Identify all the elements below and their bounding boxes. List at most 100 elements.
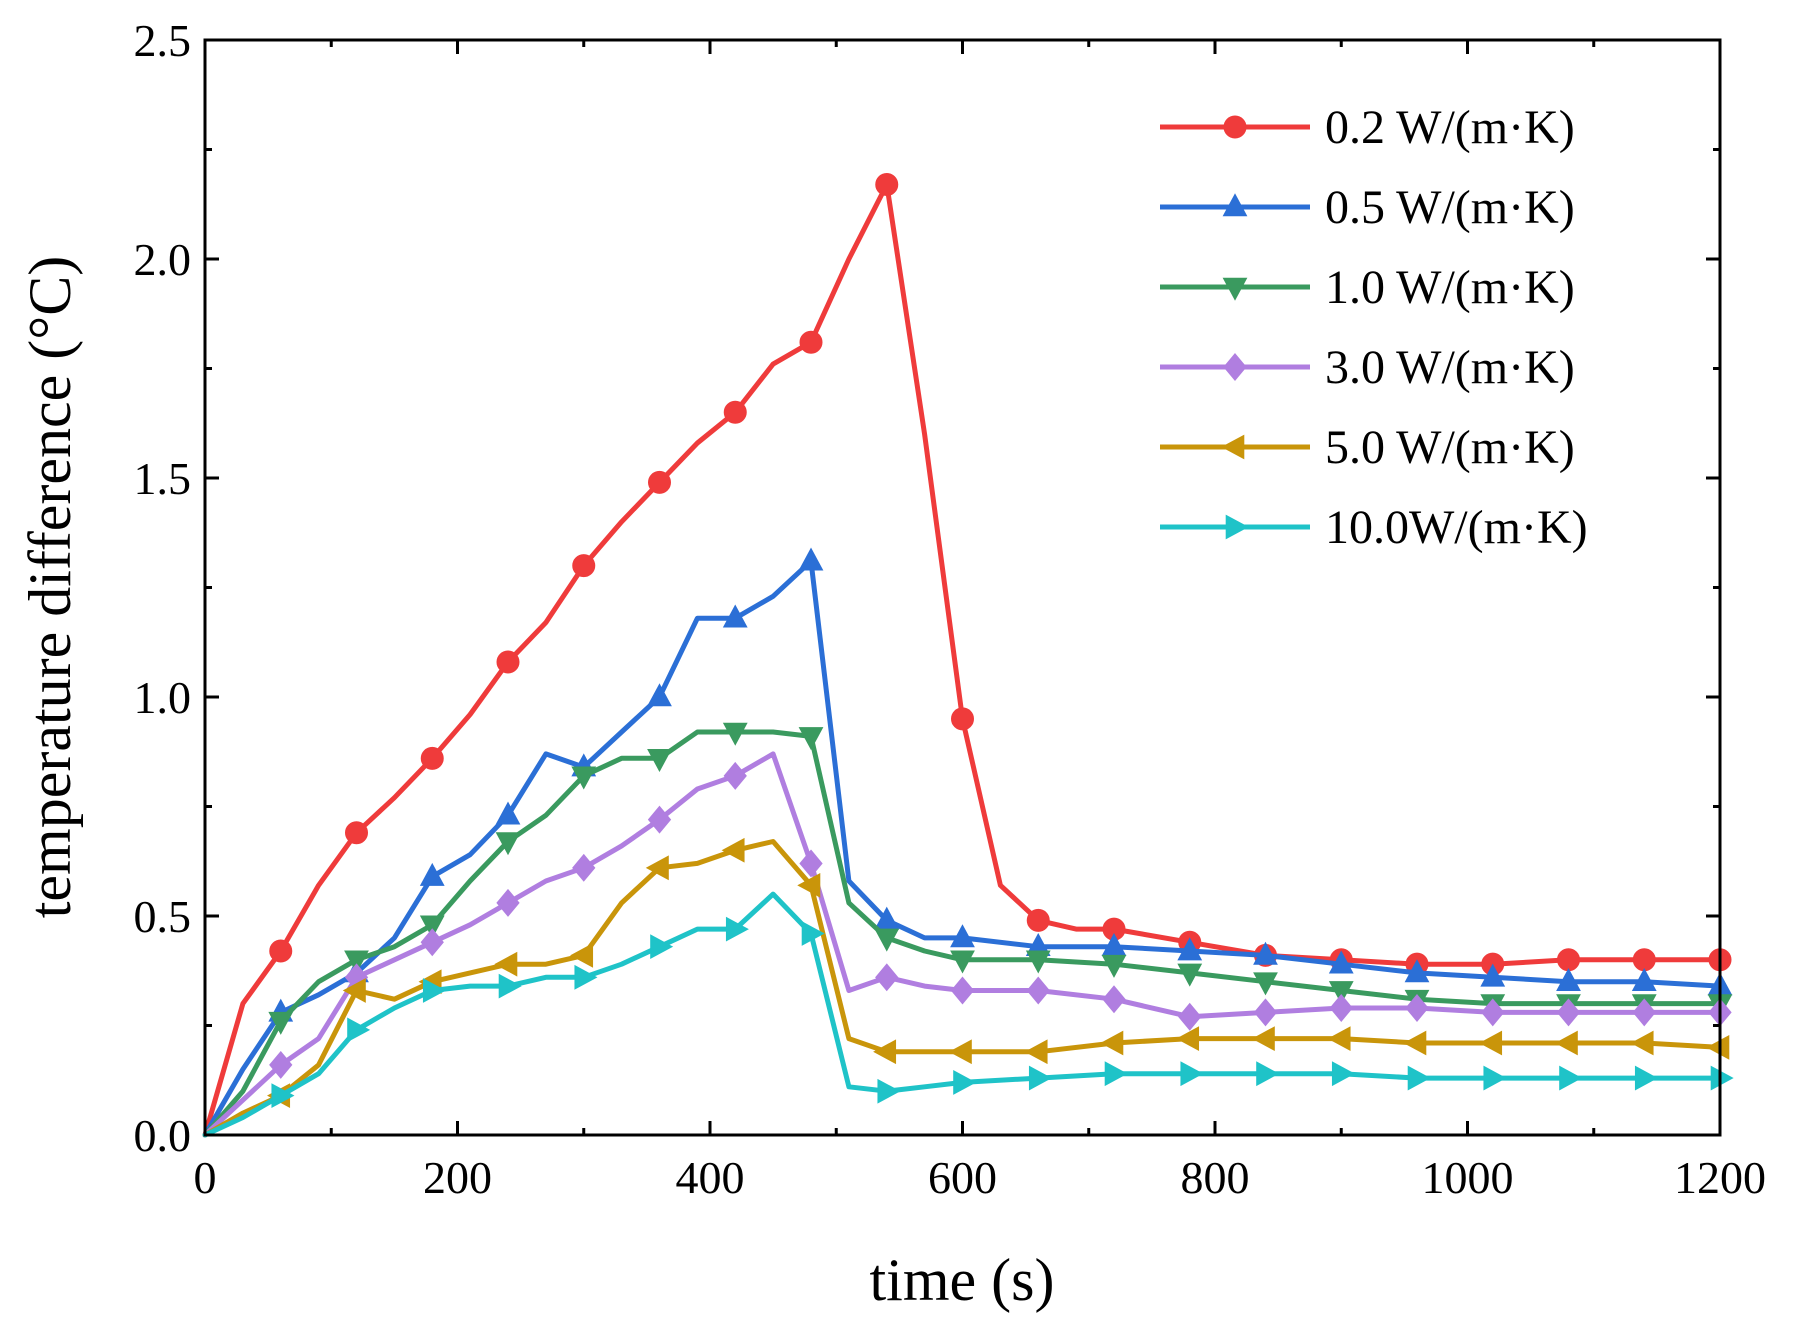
- y-tick-label: 2.0: [134, 234, 192, 285]
- data-point: [269, 1050, 293, 1079]
- data-point: [647, 683, 672, 707]
- data-point: [1331, 1061, 1355, 1087]
- data-point: [1483, 1065, 1507, 1091]
- y-tick-label: 0.0: [134, 1110, 192, 1161]
- data-point: [1024, 1039, 1048, 1065]
- data-point: [1559, 1065, 1583, 1091]
- data-point: [721, 837, 745, 863]
- data-point: [799, 849, 823, 878]
- data-point: [1481, 998, 1505, 1027]
- data-point: [574, 964, 598, 990]
- legend-swatch-marker: [1222, 193, 1248, 217]
- data-point: [647, 805, 672, 834]
- data-point: [344, 950, 369, 974]
- data-point: [420, 746, 444, 770]
- data-point: [645, 855, 669, 881]
- data-point: [572, 853, 596, 882]
- legend-swatch-marker: [1223, 353, 1247, 381]
- data-point: [723, 761, 747, 790]
- series-layer: [202, 173, 1734, 1138]
- data-point: [948, 1039, 972, 1065]
- data-point: [1710, 1065, 1734, 1091]
- legend-label: 1.0 W/(m·K): [1325, 261, 1575, 314]
- legend-label: 3.0 W/(m·K): [1325, 341, 1575, 394]
- data-point: [271, 1083, 295, 1108]
- data-point: [347, 1017, 371, 1043]
- data-point: [572, 554, 596, 578]
- data-point: [1556, 998, 1581, 1027]
- series-5: [202, 837, 1730, 1138]
- data-point: [1176, 1026, 1200, 1052]
- legend-swatch-marker: [1223, 115, 1247, 139]
- data-point: [496, 888, 520, 917]
- x-tick-label: 200: [423, 1152, 492, 1203]
- legend-item: 0.2 W/(m·K): [1160, 101, 1575, 154]
- legend-label: 0.5 W/(m·K): [1325, 181, 1575, 234]
- data-point: [801, 921, 825, 946]
- data-point: [1253, 972, 1278, 996]
- data-point: [798, 727, 824, 751]
- y-tick-label: 1.5: [134, 453, 192, 504]
- data-point: [799, 330, 823, 354]
- data-point: [1253, 941, 1278, 965]
- data-point: [874, 928, 900, 952]
- data-point: [419, 862, 445, 886]
- data-point: [268, 1011, 294, 1035]
- data-point: [1407, 1065, 1431, 1091]
- data-point: [1177, 963, 1203, 987]
- data-point: [722, 722, 748, 746]
- data-point: [950, 976, 975, 1005]
- data-point: [1329, 993, 1353, 1022]
- data-point: [951, 707, 974, 731]
- y-tick-label: 0.5: [134, 891, 192, 942]
- data-point: [1405, 993, 1429, 1022]
- data-point: [1631, 967, 1657, 991]
- data-point: [1026, 908, 1050, 932]
- data-point: [1025, 950, 1051, 974]
- data-point: [1028, 1065, 1052, 1091]
- data-point: [875, 963, 899, 992]
- data-point: [648, 470, 671, 494]
- data-point: [1630, 1030, 1654, 1056]
- data-point: [269, 939, 293, 963]
- x-tick-label: 1000: [1422, 1152, 1514, 1203]
- data-point: [570, 943, 594, 968]
- legend-item: 5.0 W/(m·K): [1160, 421, 1575, 474]
- data-point: [953, 1070, 977, 1095]
- data-point: [571, 766, 597, 790]
- legend-item: 1.0 W/(m·K): [1160, 261, 1575, 314]
- data-point: [877, 1078, 901, 1104]
- data-point: [1328, 950, 1354, 974]
- x-tick-label: 0: [194, 1152, 217, 1203]
- legend-label: 10.0W/(m·K): [1325, 501, 1588, 554]
- data-point: [1557, 948, 1580, 972]
- data-point: [1556, 967, 1581, 991]
- data-point: [495, 832, 521, 856]
- data-point: [1104, 1061, 1128, 1087]
- data-point: [875, 173, 899, 197]
- data-point: [722, 604, 748, 628]
- data-point: [1634, 1065, 1658, 1091]
- data-point: [650, 934, 674, 960]
- data-point: [496, 650, 520, 674]
- ticks-layer: 0 200 400 600 800 1000 1200 0.0 0.5 1.0 1.5 2.0 2.5: [134, 15, 1767, 1203]
- data-point: [1404, 959, 1430, 983]
- x-tick-label: 800: [1181, 1152, 1250, 1203]
- x-tick-label: 400: [676, 1152, 745, 1203]
- data-point: [1256, 1061, 1280, 1087]
- data-point: [422, 978, 446, 1003]
- data-point: [723, 400, 747, 424]
- y-tick-label: 1.0: [134, 672, 192, 723]
- data-point: [1178, 1002, 1202, 1031]
- data-point: [798, 547, 824, 571]
- data-point: [647, 749, 672, 773]
- legend-swatch-marker: [1225, 514, 1249, 540]
- data-point: [1632, 948, 1656, 972]
- data-point: [797, 872, 821, 898]
- legend-label: 0.2 W/(m·K): [1325, 101, 1575, 154]
- x-axis-label: time (s): [870, 1247, 1055, 1313]
- legend-swatch-marker: [1222, 277, 1248, 301]
- legend: 0.2 W/(m·K) 0.5 W/(m·K) 1.0 W/(m·K) 3.0 W/(…: [1160, 101, 1588, 554]
- legend-label: 5.0 W/(m·K): [1325, 421, 1575, 474]
